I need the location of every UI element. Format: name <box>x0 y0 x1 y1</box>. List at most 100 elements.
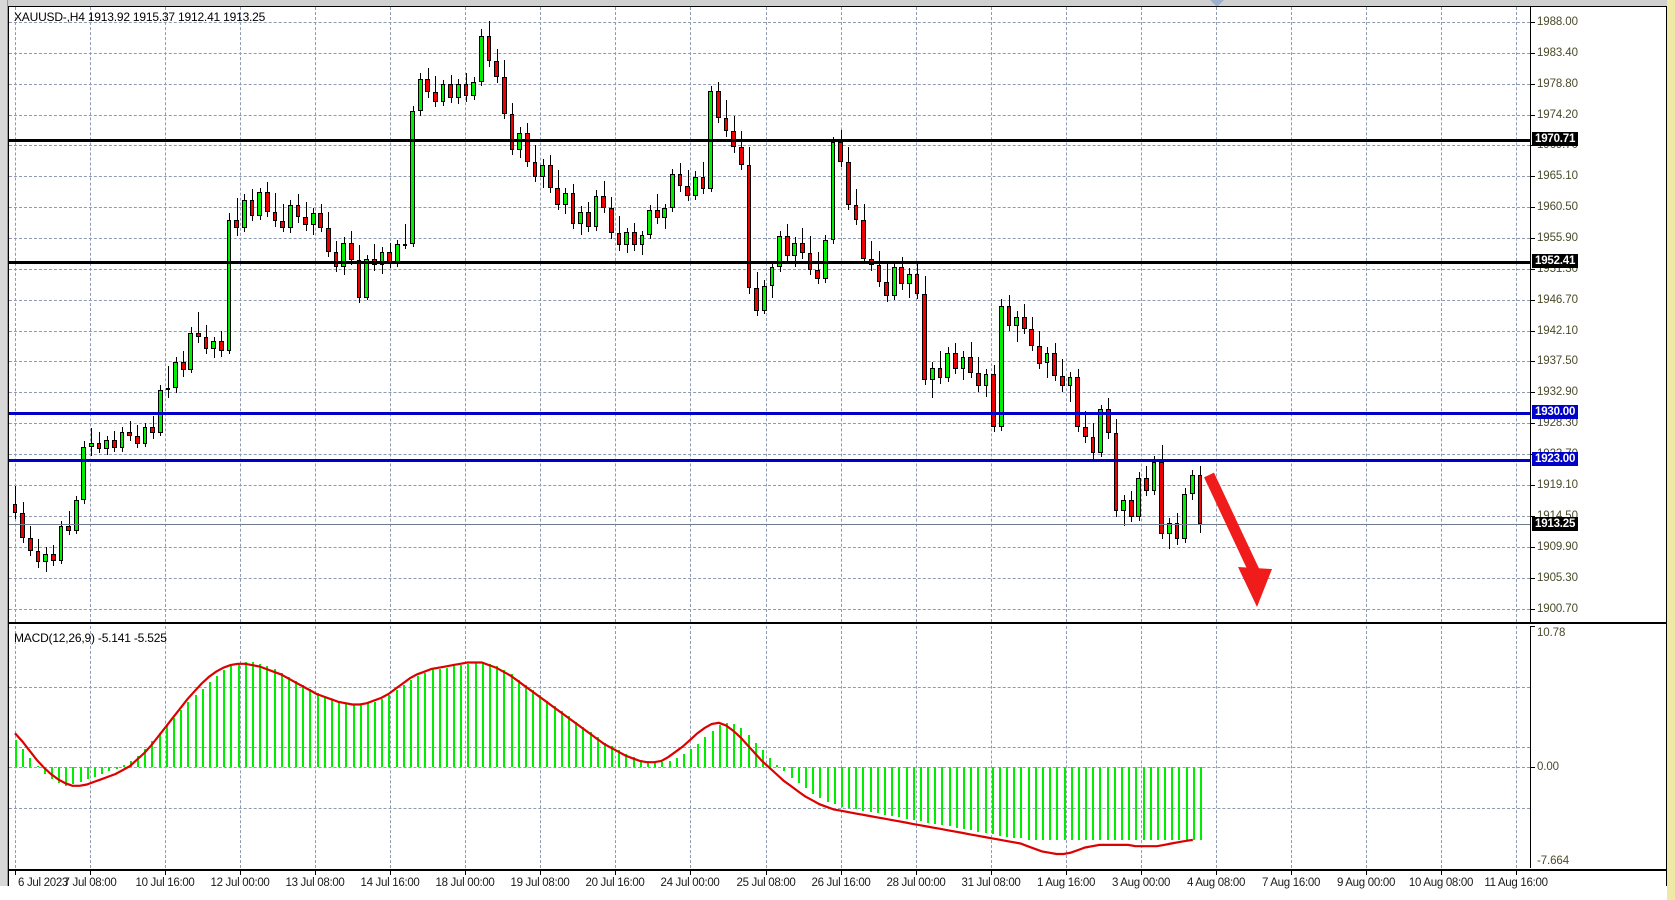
macd-histogram-bar <box>575 721 577 768</box>
macd-histogram-bar <box>460 665 462 768</box>
window-top-rail <box>0 0 1675 6</box>
candle-bearish <box>1174 523 1180 540</box>
macd-histogram-bar <box>453 666 455 768</box>
candle-bearish <box>272 211 278 222</box>
candle-bullish <box>1014 316 1019 326</box>
price-level-tag-1952.41: 1952.41 <box>1532 254 1579 269</box>
macd-histogram-bar <box>748 734 750 768</box>
time-axis-tick <box>916 870 917 875</box>
gridline-vertical <box>15 7 16 622</box>
macd-histogram-bar <box>195 695 197 768</box>
macd-histogram-bar <box>884 767 886 815</box>
axis-tick <box>1531 361 1535 363</box>
price-level-line-1930.00[interactable] <box>9 411 1530 415</box>
macd-histogram-bar <box>676 758 678 768</box>
time-axis-tick <box>165 870 166 875</box>
macd-histogram-bar <box>1020 767 1022 839</box>
price-level-line-1952.41[interactable] <box>9 261 1530 265</box>
macd-histogram-bar <box>1049 767 1051 840</box>
candle-bearish <box>234 219 240 228</box>
macd-histogram-bar <box>640 759 642 768</box>
candle-bearish <box>349 242 354 261</box>
macd-histogram-bar <box>920 767 922 822</box>
macd-histogram-bar <box>360 704 362 768</box>
macd-histogram-bar <box>489 663 491 768</box>
macd-histogram-bar <box>1114 767 1116 840</box>
macd-axis[interactable]: 10.78 0.00 -7.664 <box>1530 626 1666 868</box>
candle-bearish <box>1144 477 1149 492</box>
macd-histogram-bar <box>1071 767 1073 840</box>
macd-histogram-bar <box>726 722 728 768</box>
price-tick-label: 1932.90 <box>1537 386 1578 399</box>
macd-histogram-bar <box>683 754 685 768</box>
macd-histogram-bar <box>891 767 893 816</box>
macd-pane[interactable]: 10.78 0.00 -7.664 MACD(12,26,9) -5.141 -5.… <box>9 626 1666 868</box>
candle-bearish <box>112 440 117 449</box>
candle-bullish <box>998 305 1004 427</box>
price-level-line-1970.71[interactable] <box>9 138 1530 142</box>
macd-histogram-bar <box>597 737 599 768</box>
candle-bullish <box>960 356 966 369</box>
chevron-down-icon[interactable] <box>1210 0 1224 7</box>
gridline-horizontal <box>9 237 1530 239</box>
macd-histogram-bar <box>1085 767 1087 840</box>
candle-bullish <box>478 35 484 82</box>
time-tick-label: 20 Jul 16:00 <box>585 877 645 889</box>
macd-histogram-bar <box>137 755 139 768</box>
macd-histogram-bar <box>697 743 699 768</box>
gridline-horizontal <box>9 546 1530 548</box>
macd-histogram-bar <box>1056 767 1058 840</box>
candle-bullish <box>1151 461 1157 492</box>
candle-bearish <box>1021 316 1027 329</box>
candle-bearish <box>608 207 614 234</box>
macd-histogram-bar <box>590 732 592 768</box>
candle-wick <box>1070 371 1071 403</box>
gridline-horizontal <box>9 84 1530 86</box>
macd-histogram-bar <box>1028 767 1030 840</box>
price-tick-label: 1983.40 <box>1537 47 1578 60</box>
macd-histogram-bar <box>1200 767 1202 840</box>
time-axis-tick <box>1441 870 1442 875</box>
candle-bullish <box>81 446 87 501</box>
macd-plot-area[interactable] <box>9 626 1530 868</box>
price-plot-area[interactable] <box>9 7 1530 622</box>
candle-bullish <box>945 352 951 379</box>
macd-histogram-bar <box>848 767 850 809</box>
candle-bullish <box>1121 500 1126 512</box>
gridline-vertical <box>1216 7 1217 622</box>
macd-histogram-bar <box>180 709 182 768</box>
candle-bearish <box>884 281 889 297</box>
candle-bearish <box>723 117 729 132</box>
macd-histogram-bar <box>432 670 434 768</box>
macd-histogram-bar <box>511 674 513 768</box>
price-level-line-1913.25[interactable] <box>9 524 1530 526</box>
time-tick-label: 10 Jul 16:00 <box>135 877 195 889</box>
time-axis[interactable]: 6 Jul 2023 7 Jul 08:00 10 Jul 16:00 12 Jul … <box>9 869 1666 893</box>
macd-histogram-bar <box>403 684 405 768</box>
macd-histogram-bar <box>446 667 448 768</box>
macd-histogram-bar <box>123 764 125 768</box>
price-axis[interactable]: 1988.001983.401978.801974.201969.701965.… <box>1530 7 1666 622</box>
macd-histogram-bar <box>345 703 347 768</box>
macd-histogram-bar <box>209 682 211 768</box>
price-pane[interactable]: 1988.001983.401978.801974.201969.701965.… <box>9 7 1666 624</box>
candle-wick <box>91 427 92 457</box>
axis-tick <box>1531 485 1535 487</box>
candle-bullish <box>647 210 652 235</box>
candle-bullish <box>830 141 836 240</box>
left-scroll-rail[interactable] <box>0 0 8 886</box>
time-axis-tick <box>841 870 842 875</box>
macd-histogram-bar <box>762 750 764 768</box>
macd-histogram-bar <box>187 701 189 768</box>
time-tick-label: 31 Jul 08:00 <box>961 877 1021 889</box>
macd-histogram-bar <box>1006 767 1008 837</box>
macd-histogram-bar <box>252 662 254 768</box>
candle-bullish <box>394 243 400 263</box>
macd-histogram-bar <box>22 749 24 768</box>
macd-histogram-bar <box>525 684 527 768</box>
candle-bullish <box>670 174 675 208</box>
right-edge-strip <box>1667 0 1675 900</box>
time-tick-label: 28 Jul 00:00 <box>886 877 946 889</box>
price-level-line-1923.00[interactable] <box>9 458 1530 462</box>
candle-bearish <box>570 192 576 224</box>
